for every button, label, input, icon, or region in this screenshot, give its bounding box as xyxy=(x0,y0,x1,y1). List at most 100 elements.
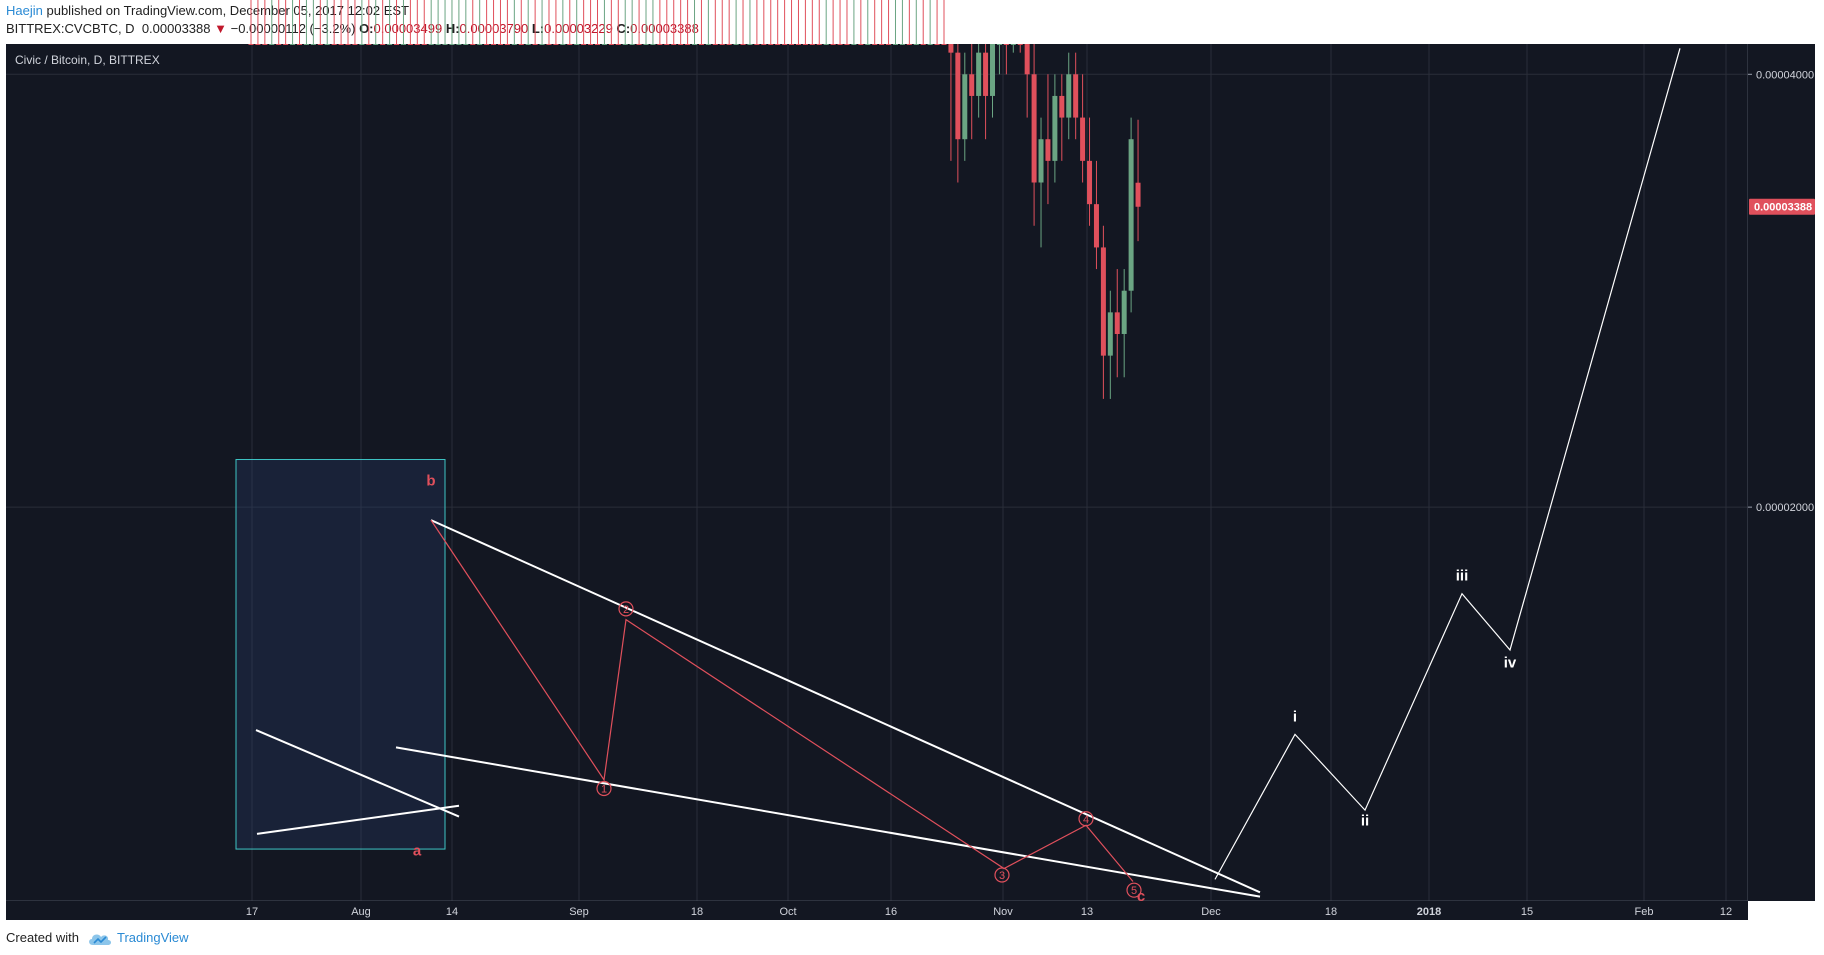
candle xyxy=(671,0,677,45)
candle xyxy=(366,0,372,45)
candle-body xyxy=(1038,139,1044,183)
plot-area[interactable] xyxy=(6,44,1748,901)
candle xyxy=(747,0,753,45)
chart-header: Haejin published on TradingView.com, Dec… xyxy=(0,0,1824,44)
candle-body xyxy=(719,44,725,45)
wave-circle xyxy=(596,780,612,797)
candle-body xyxy=(269,44,275,45)
candle-body xyxy=(636,44,642,45)
candle xyxy=(1093,160,1099,270)
wave-count-lines[interactable] xyxy=(430,48,1681,882)
candle-body xyxy=(497,44,503,45)
wave-circle xyxy=(618,601,634,617)
candle-body xyxy=(941,44,947,45)
candle xyxy=(491,0,497,45)
candle xyxy=(906,0,912,45)
candle-body xyxy=(297,44,303,45)
candle xyxy=(1059,74,1065,161)
tradingview-cloud-icon xyxy=(89,934,111,945)
candle xyxy=(338,0,344,45)
candle-body xyxy=(678,44,684,45)
candle-body xyxy=(858,44,864,45)
tradingview-link[interactable]: TradingView xyxy=(116,930,189,945)
candle xyxy=(664,0,670,45)
candle-body xyxy=(470,44,476,45)
candle-body xyxy=(782,44,788,45)
candle-body xyxy=(414,44,420,45)
candle-body xyxy=(733,44,739,45)
candle xyxy=(636,0,642,45)
projection-path xyxy=(1214,48,1681,880)
trendlines[interactable] xyxy=(255,519,1261,898)
wave-number: 4 xyxy=(1083,814,1089,826)
candle xyxy=(470,0,476,45)
candle xyxy=(581,0,587,45)
candle xyxy=(830,0,836,45)
candle xyxy=(553,0,559,45)
candle xyxy=(387,0,393,45)
candle xyxy=(324,0,330,45)
open-label: O: xyxy=(359,21,374,36)
candle-body xyxy=(504,44,510,45)
candle xyxy=(1024,44,1030,118)
candle-body xyxy=(276,44,282,45)
candle xyxy=(927,0,933,45)
candle-body xyxy=(1121,290,1127,334)
candle-body xyxy=(976,52,982,96)
candle xyxy=(712,0,718,45)
candle-body xyxy=(310,44,316,45)
candlestick-chart[interactable]: 0.000020000.000040000.000060000.00008000… xyxy=(0,0,1824,920)
candle-body xyxy=(1114,312,1120,334)
candle-body xyxy=(324,44,330,45)
candle-body xyxy=(546,44,552,45)
candle xyxy=(255,0,261,45)
candle-body xyxy=(400,44,406,45)
candle xyxy=(518,0,524,45)
candle xyxy=(983,44,989,140)
created-with-text: Created with xyxy=(6,930,79,945)
candle-body xyxy=(983,52,989,96)
candle-body xyxy=(449,44,455,45)
candle xyxy=(643,0,649,45)
candle xyxy=(844,0,850,45)
created-with: Created with TradingView xyxy=(6,930,189,946)
candle-body xyxy=(899,44,905,45)
candle-body xyxy=(622,44,628,45)
candle xyxy=(421,0,427,45)
wave-label-5: 5 xyxy=(1126,882,1142,898)
author-link[interactable]: Haejin xyxy=(6,3,43,18)
candle xyxy=(1031,44,1037,226)
candle xyxy=(858,0,864,45)
candle-body xyxy=(879,44,885,45)
wave-label-1: 1 xyxy=(596,780,612,797)
candle-body xyxy=(248,44,254,45)
candle-body xyxy=(595,44,600,45)
pattern-box[interactable] xyxy=(235,459,446,850)
candle xyxy=(511,0,517,45)
wave-label-a: a xyxy=(413,843,422,860)
candle xyxy=(1100,225,1106,399)
candle xyxy=(484,0,490,45)
wave-number: 1 xyxy=(601,783,607,795)
candle-body xyxy=(539,44,545,45)
candle xyxy=(477,0,483,45)
candle-body xyxy=(705,44,711,45)
candle-body xyxy=(331,44,337,45)
price-axis[interactable] xyxy=(1748,44,1815,901)
candle-body xyxy=(789,44,795,45)
candle-body xyxy=(712,44,718,45)
candle-body xyxy=(996,44,1002,45)
price-tag-bg xyxy=(1749,198,1815,215)
candle-body xyxy=(1128,139,1134,291)
time-axis[interactable] xyxy=(6,901,1748,920)
candle-body xyxy=(657,44,663,45)
candle-body xyxy=(1003,44,1009,45)
candle xyxy=(407,0,413,45)
close-value: 0.00003388 xyxy=(630,21,699,36)
candle-body xyxy=(643,44,649,45)
candle-body xyxy=(518,44,524,45)
candle xyxy=(886,0,892,45)
wave-number: 5 xyxy=(1131,885,1137,897)
candle-body xyxy=(809,44,815,45)
candle xyxy=(400,0,406,45)
